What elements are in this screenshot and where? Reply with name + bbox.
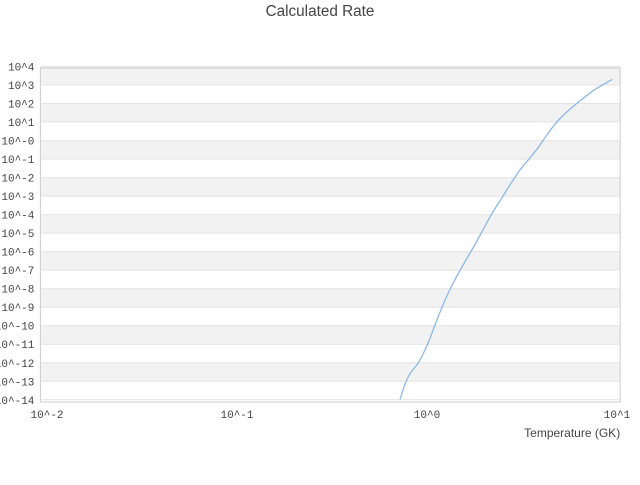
svg-text:10^-4: 10^-4 [1, 211, 34, 223]
svg-text:10^-5: 10^-5 [1, 229, 34, 241]
svg-text:10^-7: 10^-7 [1, 266, 34, 278]
svg-text:Calculated Rate: Calculated Rate [266, 3, 375, 20]
svg-text:10^-2: 10^-2 [31, 410, 64, 422]
svg-text:10^-10: 10^-10 [0, 322, 34, 334]
svg-text:10^-3: 10^-3 [1, 192, 34, 204]
svg-text:10^-2: 10^-2 [1, 174, 34, 186]
svg-text:10^-11: 10^-11 [0, 340, 35, 352]
svg-text:10^-8: 10^-8 [1, 285, 34, 297]
svg-text:10^3: 10^3 [8, 81, 34, 93]
svg-text:10^2: 10^2 [8, 100, 34, 112]
svg-text:10^-0: 10^-0 [1, 137, 34, 149]
svg-text:10^-6: 10^-6 [1, 248, 34, 260]
svg-text:10^-1: 10^-1 [1, 155, 34, 167]
svg-text:10^1: 10^1 [604, 410, 631, 422]
svg-text:10^-9: 10^-9 [1, 303, 34, 315]
svg-text:10^0: 10^0 [414, 410, 440, 422]
svg-text:10^-14: 10^-14 [0, 396, 35, 408]
svg-text:10^1: 10^1 [8, 118, 35, 130]
svg-text:10^-1: 10^-1 [221, 410, 254, 422]
svg-text:10^-13: 10^-13 [0, 377, 34, 389]
svg-text:10^4: 10^4 [8, 63, 35, 75]
svg-text:10^-12: 10^-12 [0, 359, 34, 371]
svg-text:Temperature (GK): Temperature (GK) [524, 426, 620, 440]
